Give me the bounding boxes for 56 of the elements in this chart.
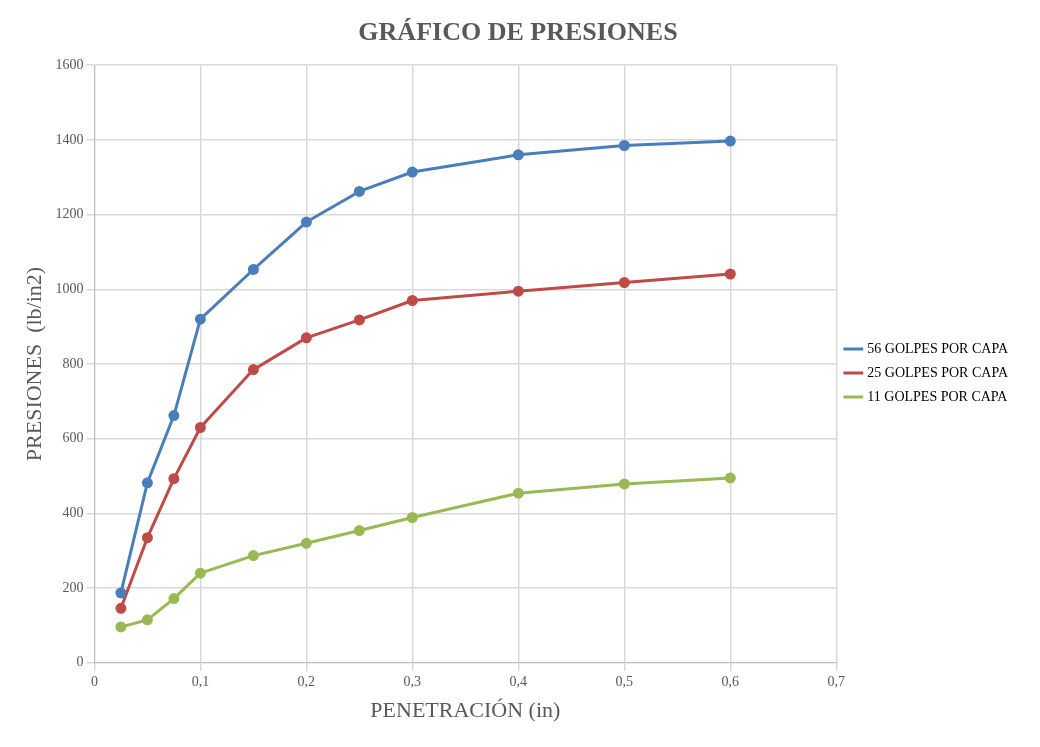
point <box>141 477 153 489</box>
point <box>300 537 312 549</box>
point <box>194 422 206 433</box>
point <box>512 149 524 161</box>
point <box>141 532 153 544</box>
y-tick-label: 0 <box>76 654 84 670</box>
point <box>247 364 259 376</box>
x-tick-label: 0,4 <box>509 673 528 689</box>
point <box>406 166 418 178</box>
x-tick-label: 0,2 <box>297 673 316 689</box>
point <box>300 332 312 344</box>
point <box>353 314 365 326</box>
x-tick-label: 0,6 <box>721 673 740 689</box>
y-tick-label: 1600 <box>55 56 84 72</box>
point <box>168 410 180 422</box>
y-tick-label: 1400 <box>55 131 84 147</box>
point <box>724 268 736 280</box>
point <box>141 614 153 626</box>
point <box>300 216 312 228</box>
point <box>618 277 630 289</box>
y-tick-label: 1000 <box>55 280 84 296</box>
x-tick-label: 0 <box>90 673 98 689</box>
point <box>353 185 365 197</box>
point <box>247 264 259 276</box>
point <box>406 512 418 524</box>
point <box>512 487 524 499</box>
point <box>618 140 630 151</box>
y-tick-label: 800 <box>62 355 84 371</box>
legend-label: 56 GOLPES POR CAPA <box>867 340 1009 356</box>
y-tick-label: 400 <box>62 505 84 521</box>
point <box>115 602 127 614</box>
x-tick-label: 0,5 <box>615 673 634 689</box>
point <box>168 593 180 605</box>
point <box>115 587 127 599</box>
point <box>618 478 630 490</box>
y-tick-label: 1200 <box>55 206 84 222</box>
point <box>194 567 206 579</box>
x-tick-label: 0,7 <box>827 673 846 689</box>
chart-title: GRÁFICO DE PRESIONES <box>358 17 678 47</box>
y-axis-title: PRESIONES (lb/in2) <box>20 266 46 462</box>
x-tick-label: 0,1 <box>191 673 210 689</box>
legend-label: 25 GOLPES POR CAPA <box>867 364 1009 380</box>
point <box>724 472 736 484</box>
point <box>353 525 365 537</box>
legend-label: 11 GOLPES POR CAPA <box>867 388 1009 404</box>
point <box>168 473 180 485</box>
x-axis-title: PENETRACIÓN (in) <box>370 696 561 722</box>
y-tick-label: 200 <box>62 579 84 595</box>
point <box>406 295 418 307</box>
x-tick-label: 0,3 <box>403 673 422 689</box>
point <box>512 285 524 297</box>
point <box>115 621 127 633</box>
point <box>724 135 736 147</box>
point <box>194 313 206 325</box>
y-tick-label: 600 <box>62 430 84 446</box>
point <box>247 550 259 562</box>
